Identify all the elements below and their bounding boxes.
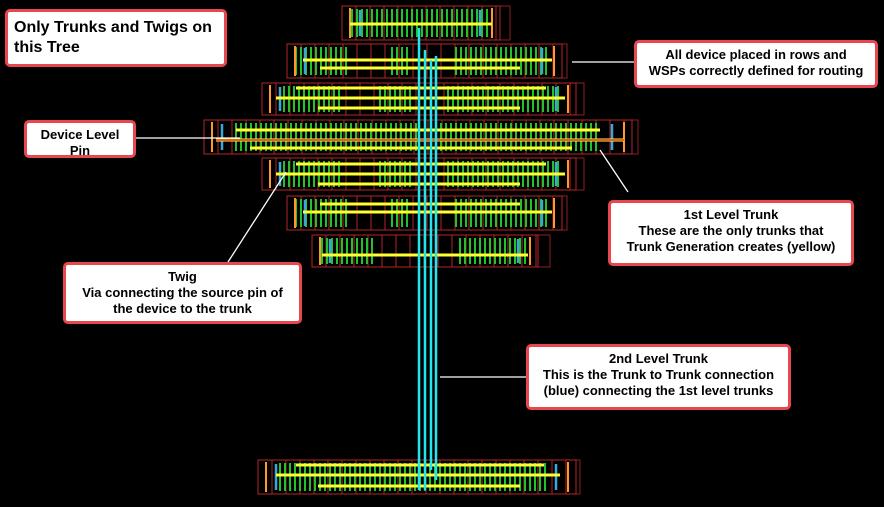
callout-twig-line-2: Via connecting the source pin of [82,285,283,300]
callout-rows-line-2: WSPs correctly defined for routing [648,63,864,78]
device-outline [552,43,568,79]
callout-trunk1-line-3: Trunk Generation creates (yellow) [626,239,836,254]
callout-twig: Twig Via connecting the source pin of th… [63,262,302,324]
row-boundary [341,5,501,41]
title-line-1: Only Trunks and Twigs on [14,19,212,36]
device-outline [552,195,568,231]
device-outline [231,119,247,155]
callout-device-rows: All device placed in rows and WSPs corre… [634,40,878,88]
device-outline [409,234,425,268]
device-outline [495,5,511,41]
device-outline [551,459,567,495]
title-box: Only Trunks and Twigs on this Tree [5,9,227,67]
device-row [203,119,639,155]
device-outline [595,119,611,155]
device-rows [203,5,639,495]
device-outline [465,234,481,268]
callout-rows-line-1: All device placed in rows and [665,47,847,62]
callout-twig-line-3: the device to the trunk [113,301,252,316]
device-outline [217,119,233,155]
device-row [286,195,568,231]
device-row [261,157,585,191]
device-row [261,82,585,116]
device-outline [569,157,585,191]
callout-pin-line-1: Device Level [40,127,120,142]
device-outline [581,119,597,155]
device-outline [395,234,411,268]
device-row [286,43,568,79]
callout-first-level-trunk: 1st Level Trunk These are the only trunk… [608,200,854,266]
callout-device-pin: Device Level Pin [24,120,136,158]
device-outline [535,234,551,268]
callout-trunk1-line-2: These are the only trunks that [638,223,824,238]
callout-second-level-trunk: 2nd Level Trunk This is the Trunk to Tru… [526,344,791,410]
device-outline [479,234,495,268]
callout-twig-line-1: Twig [168,269,197,284]
device-outline [623,119,639,155]
leader-line [599,149,629,193]
device-row [341,5,511,41]
device-outline [367,234,383,268]
device-outline [381,234,397,268]
device-outline [569,82,585,116]
callout-pin-line-2: Pin [69,143,91,158]
callout-trunk1-line-1: 1st Level Trunk [683,207,779,222]
row-boundary [257,459,577,495]
leader-lines [136,61,634,378]
callout-trunk2-line-2: This is the Trunk to Trunk connection [542,367,775,382]
title-line-2: this Tree [14,39,80,56]
device-outline [437,234,453,268]
second-level-trunks [417,28,438,490]
callout-trunk2-line-1: 2nd Level Trunk [609,351,708,366]
leader-line [227,171,287,263]
callout-trunk2-line-3: (blue) connecting the 1st level trunks [543,383,774,398]
